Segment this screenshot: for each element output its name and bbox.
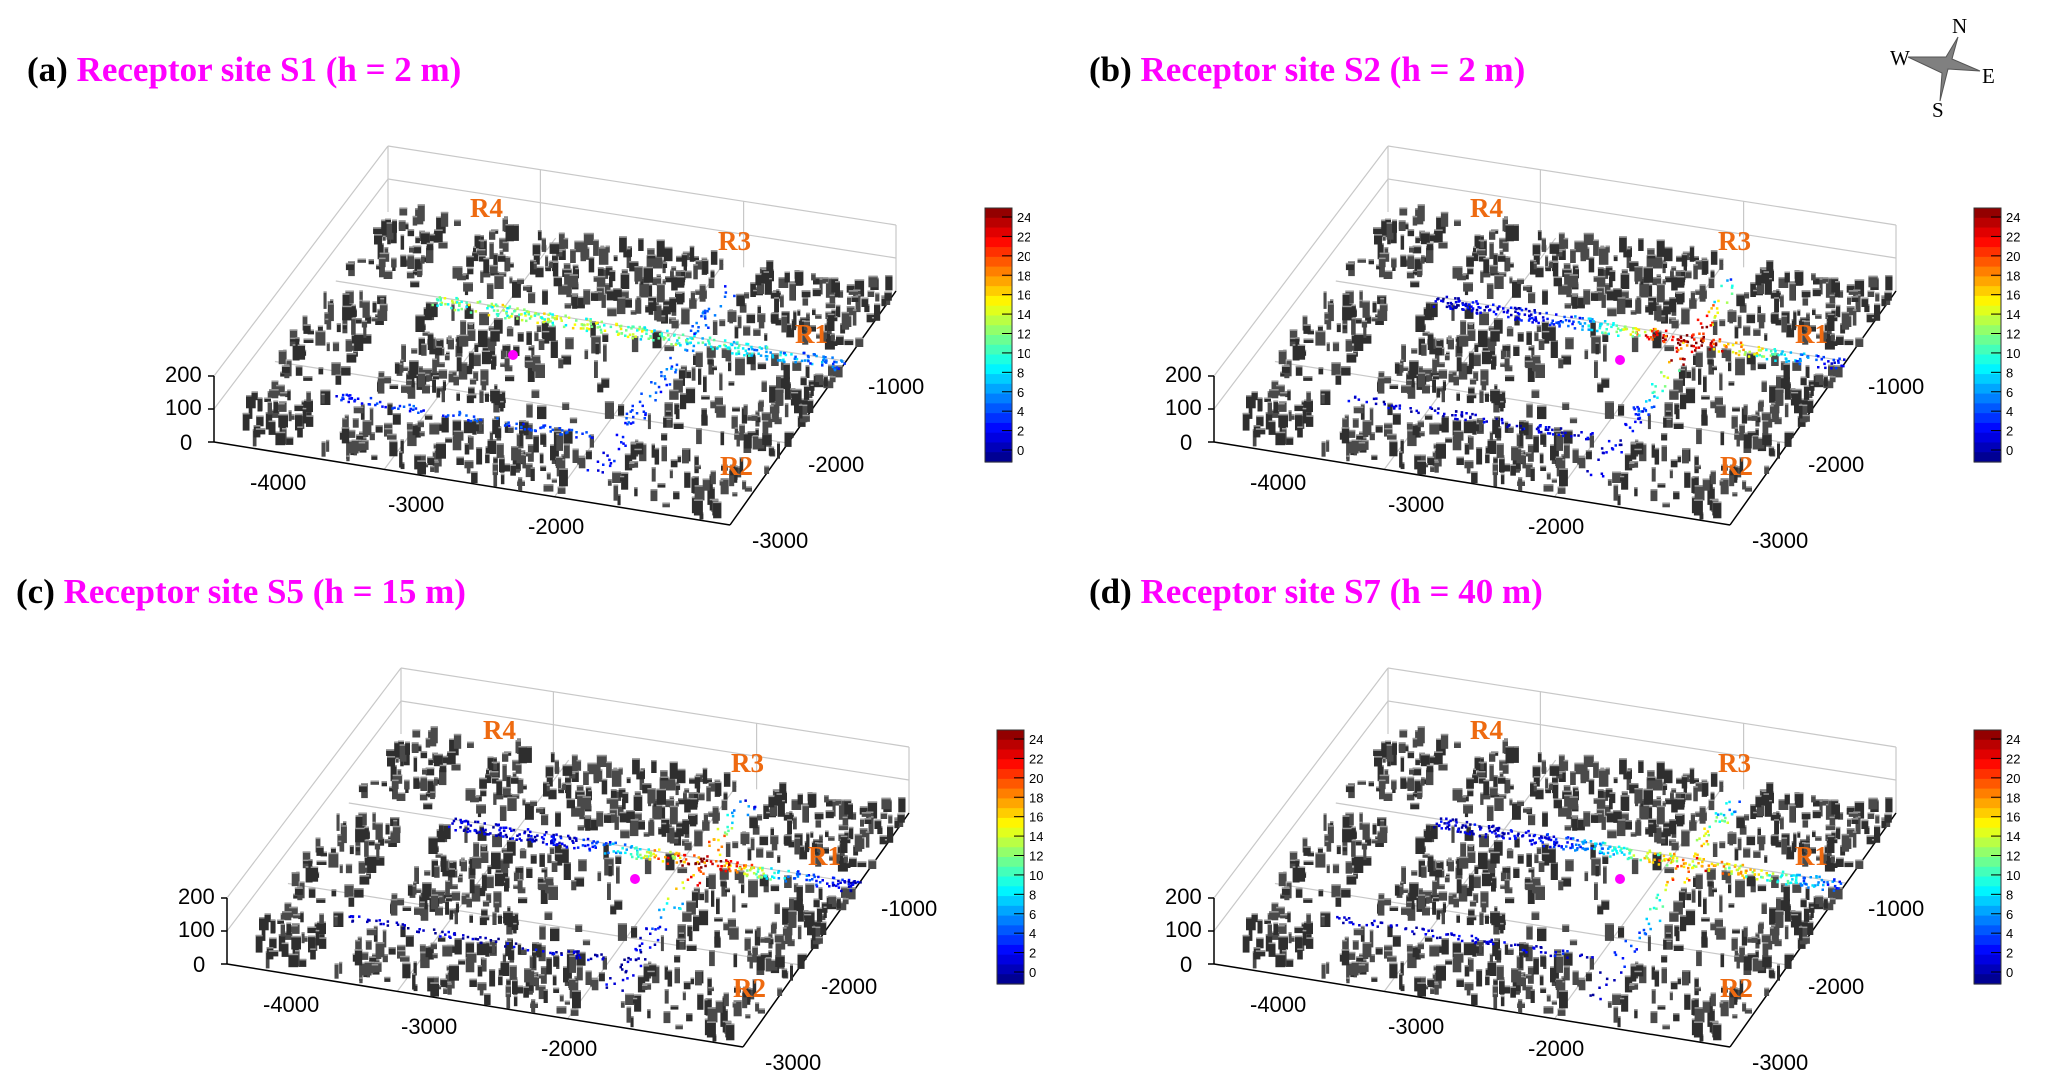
colorbar-tick-label: 22 [2006, 229, 2020, 244]
colorbar-tick-label: 10 [2006, 346, 2020, 361]
colorbar-tick-label: 16 [2006, 810, 2020, 825]
colorbar-tick-label: 18 [2006, 268, 2020, 283]
y-tick-label: -3000 [1752, 1050, 1808, 1075]
colorbar-tick-label: 2 [2006, 946, 2013, 961]
y-tick-label: -1000 [881, 896, 937, 921]
y-tick-label: -2000 [1808, 974, 1864, 999]
colorbar-tick-label: 4 [2006, 404, 2013, 419]
colorbar-tick-label: 0 [2006, 965, 2013, 980]
z-tick-label: 100 [1165, 917, 1202, 942]
z-tick-label: 200 [1165, 362, 1202, 387]
colorbar-tick-label: 14 [2006, 307, 2020, 322]
buildings [1243, 726, 1893, 1041]
receptor-site-marker [508, 350, 518, 360]
x-tick-label: -4000 [1250, 992, 1306, 1017]
colorbar-tick-label: 18 [2006, 790, 2020, 805]
3d-plot: R1R2R3R42001000-4000-3000-2000-1000-2000… [1000, 522, 2030, 1082]
road-label-r3: R3 [731, 748, 764, 778]
x-tick-label: -4000 [250, 470, 306, 495]
road-label-r4: R4 [1470, 193, 1503, 223]
colorbar-tick-label: 22 [2006, 751, 2020, 766]
road-label-r1: R1 [1795, 319, 1828, 349]
3d-plot: R1 R2 R3 R4 200 100 0 -4000 -3000 -2000 -1000 -2000… [13, 522, 1043, 1082]
x-tick-label: -4000 [1250, 470, 1306, 495]
x-tick-label: -2000 [1528, 1036, 1584, 1061]
z-tick-label: 200 [1165, 884, 1202, 909]
z-tick-label: 200 [178, 884, 215, 909]
road-label-r2: R2 [1720, 973, 1753, 1003]
3d-plot: R1R2R3R42001000-4000-3000-2000-1000-2000… [0, 0, 1030, 560]
road-label-r3: R3 [1718, 748, 1751, 778]
colorbar-tick-label: 12 [2006, 849, 2020, 864]
road-label-r4: R4 [483, 715, 516, 745]
x-tick-label: -3000 [1388, 492, 1444, 517]
y-tick-label: -2000 [1808, 452, 1864, 477]
colorbar-tick-label: 2 [2006, 424, 2013, 439]
3d-plot: R1R2R3R42001000-4000-3000-2000-1000-2000… [1000, 0, 2030, 560]
y-tick-label: -2000 [821, 974, 877, 999]
y-tick-label: -2000 [808, 452, 864, 477]
road-label-r1: R1 [808, 841, 841, 871]
x-tick-label: -4000 [263, 992, 319, 1017]
road-label-r3: R3 [1718, 226, 1751, 256]
colorbar-tick-label: 8 [2006, 365, 2013, 380]
y-tick-label: -1000 [868, 374, 924, 399]
road-label-r2: R2 [1720, 451, 1753, 481]
x-tick-label: -2000 [541, 1036, 597, 1061]
colorbar-tick-label: 24 [2006, 210, 2020, 225]
colorbar-tick-label: 12 [2006, 327, 2020, 342]
colorbar-tick-label: 8 [2006, 887, 2013, 902]
colorbar-tick-label: 24 [2006, 732, 2020, 747]
y-tick-label: -1000 [1868, 896, 1924, 921]
colorbar-tick-label: 6 [2006, 385, 2013, 400]
colorbar-tick-label: 14 [2006, 829, 2020, 844]
y-tick-label: -1000 [1868, 374, 1924, 399]
road-label-r1: R1 [795, 319, 828, 349]
colorbar-tick-label: 16 [2006, 288, 2020, 303]
x-tick-label: -3000 [401, 1014, 457, 1039]
colorbar-tick-label: 10 [2006, 868, 2020, 883]
y-tick-label: -3000 [765, 1050, 821, 1075]
buildings [256, 726, 906, 1041]
road-label-r4: R4 [470, 193, 503, 223]
road-label-r2: R2 [733, 973, 766, 1003]
colorbar-tick-label: 0 [2006, 443, 2013, 458]
road-label-r2: R2 [720, 451, 753, 481]
z-tick-label: 200 [165, 362, 202, 387]
colorbar-tick-label: 20 [2006, 771, 2020, 786]
z-tick-label: 0 [1180, 952, 1192, 977]
x-tick-label: -3000 [1388, 1014, 1444, 1039]
receptor-site-marker [630, 874, 640, 884]
road-label-r3: R3 [718, 226, 751, 256]
z-tick-label: 100 [178, 917, 215, 942]
x-tick-label: -3000 [388, 492, 444, 517]
z-tick-label: 0 [1180, 430, 1192, 455]
road-label-r4: R4 [1470, 715, 1503, 745]
z-tick-label: 100 [1165, 395, 1202, 420]
z-tick-label: 0 [180, 430, 192, 455]
colorbar-tick-label: 20 [2006, 249, 2020, 264]
receptor-site-marker [1615, 355, 1625, 365]
road-label-r1: R1 [1795, 841, 1828, 871]
colorbar-tick-label: 4 [2006, 926, 2013, 941]
z-tick-label: 100 [165, 395, 202, 420]
colorbar-tick-label: 6 [2006, 907, 2013, 922]
z-tick-label: 0 [193, 952, 205, 977]
receptor-site-marker [1615, 874, 1625, 884]
